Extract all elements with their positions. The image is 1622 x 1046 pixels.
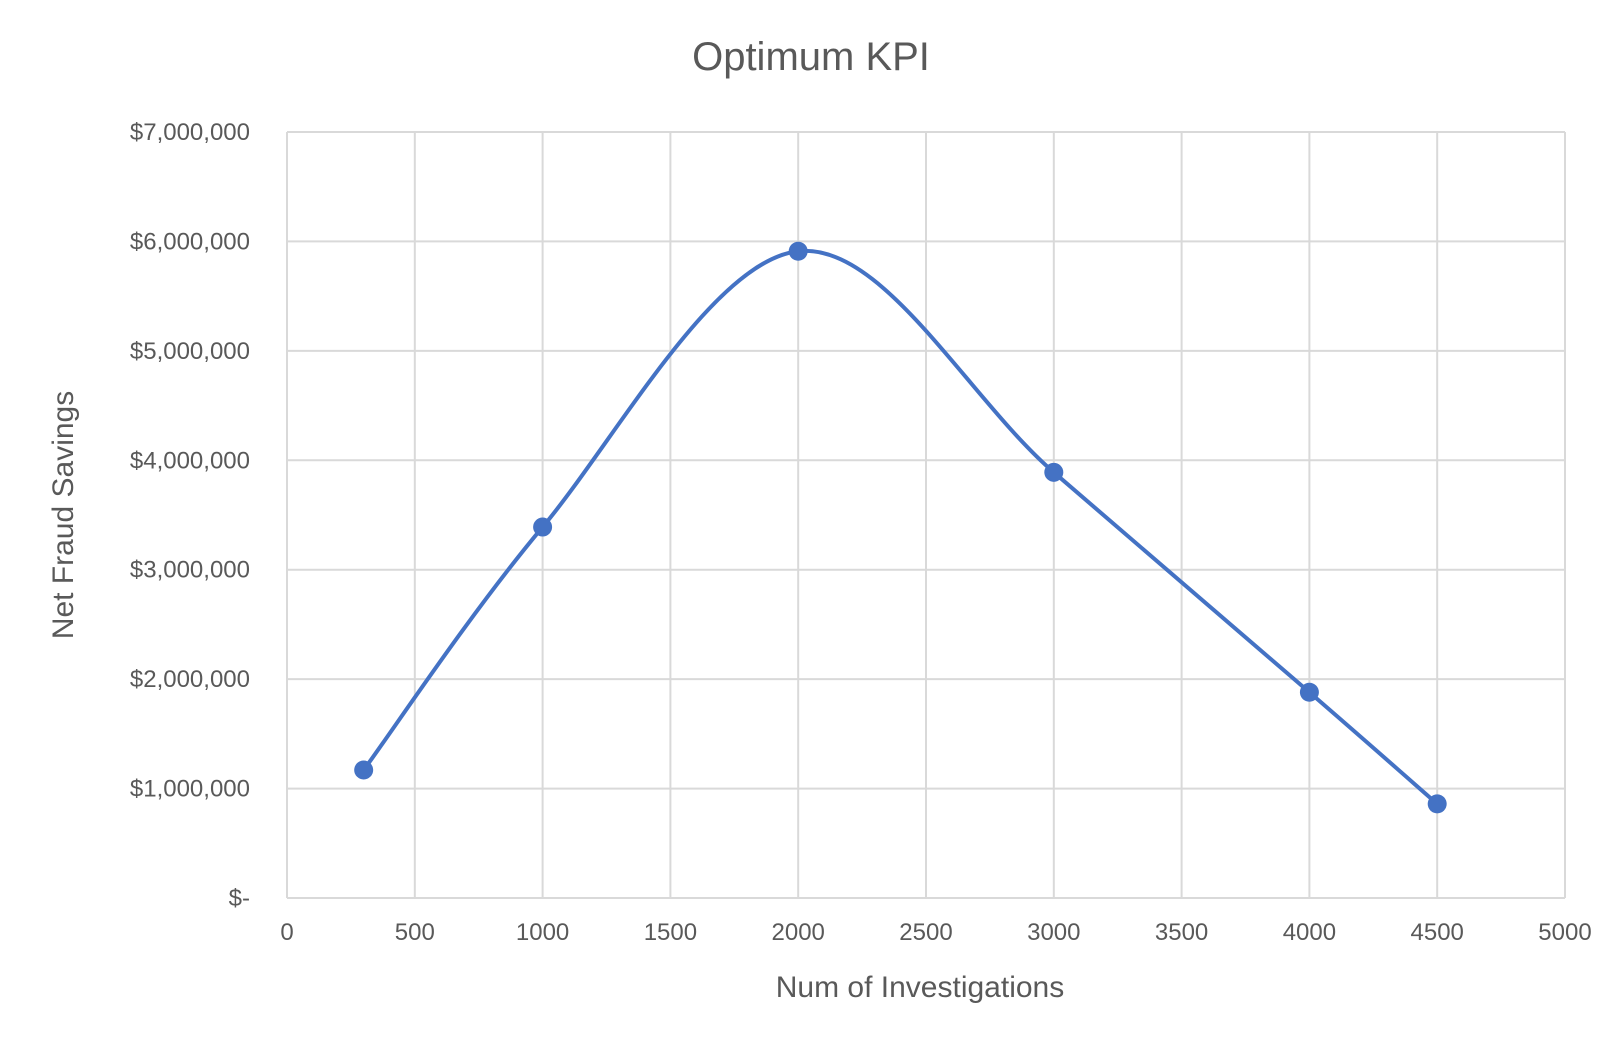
data-point [1044,462,1064,482]
series-line [361,249,1440,806]
x-tick-label: 1000 [516,919,569,946]
x-tick-label: 1500 [644,919,697,946]
x-tick-label: 2500 [899,919,952,946]
data-point [354,760,374,780]
y-tick-label: $1,000,000 [130,776,250,803]
x-tick-label: 3000 [1027,919,1080,946]
grid [286,131,1566,899]
chart-title: Optimum KPI [692,35,930,79]
y-tick-label: $6,000,000 [130,228,250,255]
x-axis-title: Num of Investigations [776,971,1064,1004]
x-tick-label: 2000 [772,919,825,946]
y-tick-label: $5,000,000 [130,338,250,365]
x-tick-label: 0 [280,919,293,946]
x-tick-label: 4500 [1411,919,1464,946]
y-axis-ticks: $- $1,000,000 $2,000,000 $3,000,000 $4,000,0… [130,119,250,912]
data-point [788,241,808,261]
y-tick-label: $- [229,885,250,912]
y-tick-label: $3,000,000 [130,557,250,584]
data-point [1427,794,1447,814]
x-tick-label: 5000 [1538,919,1591,946]
y-axis-title: Net Fraud Savings [47,391,80,639]
data-point [1299,682,1319,702]
x-tick-label: 500 [395,919,435,946]
series-layer [354,241,1447,814]
y-tick-label: $2,000,000 [130,666,250,693]
x-axis-ticks: 0 500 1000 1500 2000 2500 3000 3500 4000 4500 5000 [280,919,1591,946]
x-tick-label: 4000 [1283,919,1336,946]
x-tick-label: 3500 [1155,919,1208,946]
y-tick-label: $4,000,000 [130,447,250,474]
data-point [533,517,553,537]
y-tick-label: $7,000,000 [130,119,250,146]
